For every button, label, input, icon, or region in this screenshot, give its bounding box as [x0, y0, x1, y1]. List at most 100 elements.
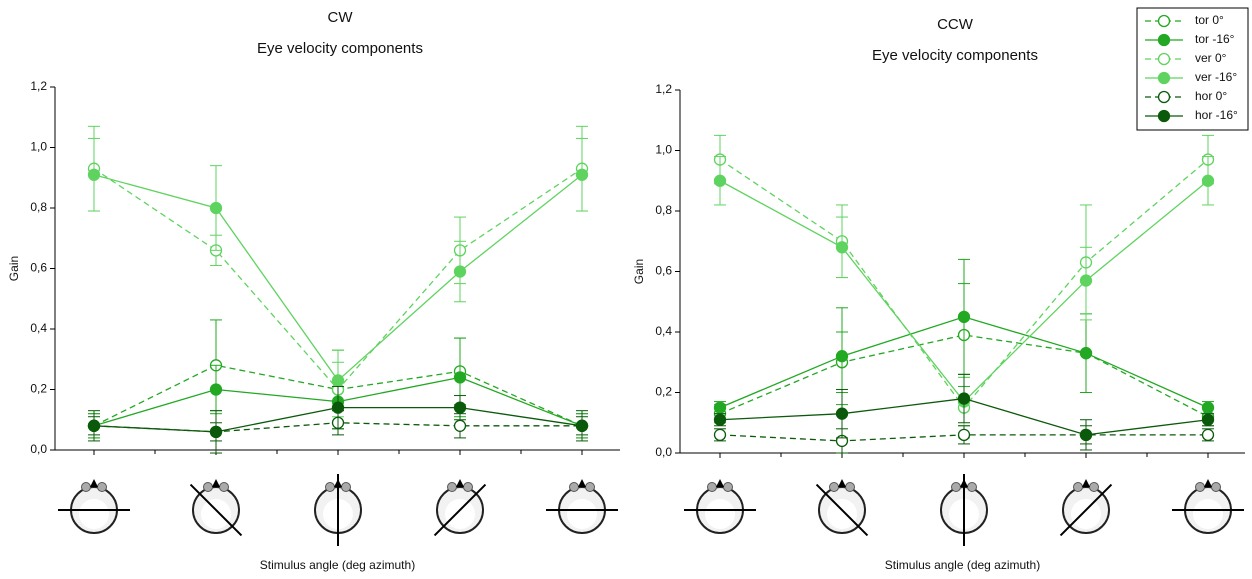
marker — [333, 375, 344, 386]
nose — [1082, 479, 1090, 487]
legend-marker — [1159, 111, 1170, 122]
legend-label: ver 0° — [1195, 51, 1227, 65]
y-axis-label: Gain — [7, 256, 21, 281]
marker — [333, 402, 344, 413]
head-icon — [817, 479, 868, 535]
nose — [1204, 479, 1212, 487]
ear-left — [1196, 483, 1205, 492]
head-shade — [705, 499, 735, 529]
head-shade — [1193, 499, 1223, 529]
legend-label: hor -16° — [1195, 108, 1238, 122]
y-tick-label: 0,4 — [655, 324, 672, 338]
chart-title: CCW — [937, 16, 974, 33]
chart-subtitle: Eye velocity components — [872, 47, 1038, 64]
y-tick-label: 0,0 — [30, 442, 47, 456]
legend-label: tor 0° — [1195, 13, 1224, 27]
chart-subtitle: Eye velocity components — [257, 40, 423, 57]
marker — [455, 266, 466, 277]
head-icon — [1172, 479, 1244, 533]
ear-left — [82, 483, 91, 492]
legend-marker — [1159, 54, 1170, 65]
head-shade — [445, 499, 475, 529]
nose — [90, 479, 98, 487]
marker — [1203, 175, 1214, 186]
figure: CW Eye velocity components Stimulus angle … — [0, 0, 1252, 579]
head-shade — [1071, 499, 1101, 529]
legend-label: hor 0° — [1195, 89, 1227, 103]
head-icon — [435, 479, 486, 535]
marker — [211, 384, 222, 395]
marker — [89, 420, 100, 431]
ear-right — [464, 483, 473, 492]
ear-right — [586, 483, 595, 492]
marker — [455, 420, 466, 431]
head-icon — [58, 479, 130, 533]
ear-right — [1212, 483, 1221, 492]
ear-right — [724, 483, 733, 492]
legend-marker — [1159, 35, 1170, 46]
ear-left — [204, 483, 213, 492]
marker — [837, 242, 848, 253]
ear-left — [326, 483, 335, 492]
head-icon — [684, 479, 756, 533]
nose — [578, 479, 586, 487]
ear-right — [342, 483, 351, 492]
head-shade — [79, 499, 109, 529]
marker — [715, 175, 726, 186]
marker — [959, 393, 970, 404]
head-icon — [546, 479, 618, 533]
page: {"chart_data": [ {"type": "line", "title… — [0, 0, 1252, 579]
y-tick-label: 0,8 — [30, 200, 47, 214]
marker — [1203, 429, 1214, 440]
head-icon — [315, 474, 361, 546]
ear-left — [448, 483, 457, 492]
ear-right — [98, 483, 107, 492]
x-axis-label: Stimulus angle (deg azimuth) — [885, 558, 1040, 572]
series-line — [94, 175, 582, 381]
ear-right — [1090, 483, 1099, 492]
head-icon — [941, 474, 987, 546]
nose — [716, 479, 724, 487]
legend-marker — [1159, 16, 1170, 27]
marker — [715, 414, 726, 425]
y-tick-label: 0,6 — [655, 264, 672, 278]
nose — [838, 479, 846, 487]
marker — [211, 203, 222, 214]
y-tick-label: 0,2 — [655, 385, 672, 399]
legend-label: ver -16° — [1195, 70, 1237, 84]
marker — [715, 429, 726, 440]
ear-left — [1074, 483, 1083, 492]
chart-title: CW — [328, 9, 354, 26]
marker — [455, 372, 466, 383]
ear-left — [830, 483, 839, 492]
y-tick-label: 0,2 — [30, 382, 47, 396]
marker — [959, 429, 970, 440]
ear-left — [570, 483, 579, 492]
y-tick-label: 0,4 — [30, 321, 47, 335]
marker — [837, 408, 848, 419]
marker — [1203, 402, 1214, 413]
marker — [455, 402, 466, 413]
x-axis-label: Stimulus angle (deg azimuth) — [260, 558, 415, 572]
marker — [837, 351, 848, 362]
legend-label: tor -16° — [1195, 32, 1235, 46]
y-axis-label: Gain — [632, 259, 646, 284]
ear-right — [968, 483, 977, 492]
marker — [89, 169, 100, 180]
ear-right — [846, 483, 855, 492]
y-tick-label: 0,6 — [30, 261, 47, 275]
marker — [1203, 414, 1214, 425]
nose — [456, 479, 464, 487]
ear-left — [708, 483, 717, 492]
ear-right — [220, 483, 229, 492]
marker — [577, 169, 588, 180]
legend-marker — [1159, 92, 1170, 103]
ear-left — [952, 483, 961, 492]
legend-marker — [1159, 73, 1170, 84]
marker — [211, 426, 222, 437]
nose — [212, 479, 220, 487]
marker — [1081, 275, 1092, 286]
marker — [715, 402, 726, 413]
marker — [959, 311, 970, 322]
y-tick-label: 1,0 — [30, 140, 47, 154]
